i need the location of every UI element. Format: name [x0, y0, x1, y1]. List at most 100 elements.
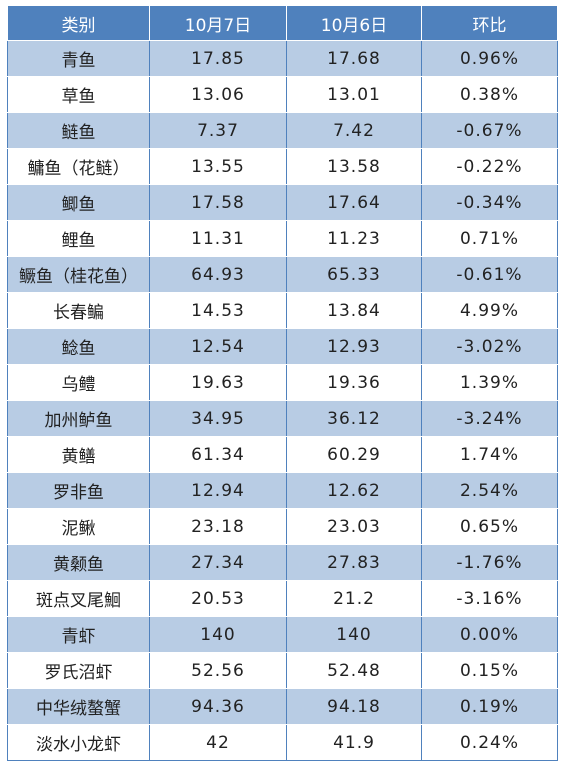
- table-row: 淡水小龙虾 42 41.9 0.24%: [7, 724, 558, 761]
- header-oct-7: 10月7日: [149, 5, 287, 41]
- cell-change: 0.71%: [421, 220, 558, 257]
- table-row: 鲫鱼 17.58 17.64 -0.34%: [7, 184, 558, 221]
- table-row: 草鱼 13.06 13.01 0.38%: [7, 76, 558, 113]
- cell-category: 青鱼: [7, 40, 150, 77]
- cell-change: 0.96%: [421, 40, 558, 77]
- table-row: 鳙鱼（花鲢） 13.55 13.58 -0.22%: [7, 148, 558, 185]
- cell-category: 草鱼: [7, 76, 150, 113]
- cell-category: 鲢鱼: [7, 112, 150, 149]
- cell-change: -0.34%: [421, 184, 558, 221]
- cell-oct-6: 94.18: [286, 688, 422, 725]
- table-row: 加州鲈鱼 34.95 36.12 -3.24%: [7, 400, 558, 437]
- cell-category: 斑点叉尾鮰: [7, 580, 150, 617]
- cell-change: -1.76%: [421, 544, 558, 581]
- cell-change: 1.39%: [421, 364, 558, 401]
- table-row: 长春鳊 14.53 13.84 4.99%: [7, 292, 558, 329]
- cell-oct-7: 12.54: [149, 328, 287, 365]
- cell-oct-7: 61.34: [149, 436, 287, 473]
- cell-change: 0.65%: [421, 508, 558, 545]
- cell-oct-7: 94.36: [149, 688, 287, 725]
- cell-category: 淡水小龙虾: [7, 724, 150, 761]
- table-row: 鲢鱼 7.37 7.42 -0.67%: [7, 112, 558, 149]
- table-row: 鲤鱼 11.31 11.23 0.71%: [7, 220, 558, 257]
- cell-change: 0.19%: [421, 688, 558, 725]
- cell-oct-6: 17.68: [286, 40, 422, 77]
- table-row: 青虾 140 140 0.00%: [7, 616, 558, 653]
- cell-oct-6: 21.2: [286, 580, 422, 617]
- cell-oct-7: 19.63: [149, 364, 287, 401]
- cell-oct-7: 34.95: [149, 400, 287, 437]
- cell-oct-6: 65.33: [286, 256, 422, 293]
- cell-category: 鲫鱼: [7, 184, 150, 221]
- cell-oct-7: 7.37: [149, 112, 287, 149]
- cell-oct-6: 13.01: [286, 76, 422, 113]
- cell-oct-6: 13.58: [286, 148, 422, 185]
- table-row: 鲶鱼 12.54 12.93 -3.02%: [7, 328, 558, 365]
- cell-oct-6: 12.62: [286, 472, 422, 509]
- cell-category: 乌鳢: [7, 364, 150, 401]
- cell-oct-7: 13.06: [149, 76, 287, 113]
- cell-oct-7: 17.85: [149, 40, 287, 77]
- cell-change: 1.74%: [421, 436, 558, 473]
- cell-oct-6: 36.12: [286, 400, 422, 437]
- cell-category: 罗非鱼: [7, 472, 150, 509]
- cell-oct-7: 20.53: [149, 580, 287, 617]
- cell-oct-6: 17.64: [286, 184, 422, 221]
- cell-oct-7: 23.18: [149, 508, 287, 545]
- cell-change: -3.24%: [421, 400, 558, 437]
- cell-category: 鳜鱼（桂花鱼）: [7, 256, 150, 293]
- cell-oct-6: 12.93: [286, 328, 422, 365]
- price-table-container: 类别 10月7日 10月6日 环比 青鱼 17.85 17.68 0.96% 草鱼 13.…: [7, 5, 558, 761]
- table-row: 罗非鱼 12.94 12.62 2.54%: [7, 472, 558, 509]
- table-header-row: 类别 10月7日 10月6日 环比: [7, 5, 558, 41]
- cell-change: 0.15%: [421, 652, 558, 689]
- cell-oct-6: 11.23: [286, 220, 422, 257]
- cell-oct-7: 27.34: [149, 544, 287, 581]
- cell-oct-6: 23.03: [286, 508, 422, 545]
- cell-oct-7: 52.56: [149, 652, 287, 689]
- cell-oct-7: 11.31: [149, 220, 287, 257]
- cell-oct-7: 64.93: [149, 256, 287, 293]
- cell-change: -0.67%: [421, 112, 558, 149]
- cell-change: 4.99%: [421, 292, 558, 329]
- header-change: 环比: [421, 5, 558, 41]
- table-row: 乌鳢 19.63 19.36 1.39%: [7, 364, 558, 401]
- cell-oct-7: 13.55: [149, 148, 287, 185]
- table-body: 青鱼 17.85 17.68 0.96% 草鱼 13.06 13.01 0.38% 鲢鱼 7.37…: [7, 40, 558, 761]
- cell-change: 2.54%: [421, 472, 558, 509]
- cell-change: 0.38%: [421, 76, 558, 113]
- cell-category: 鲶鱼: [7, 328, 150, 365]
- cell-oct-7: 12.94: [149, 472, 287, 509]
- cell-oct-6: 41.9: [286, 724, 422, 761]
- cell-oct-7: 17.58: [149, 184, 287, 221]
- cell-change: -3.02%: [421, 328, 558, 365]
- cell-oct-6: 13.84: [286, 292, 422, 329]
- header-category: 类别: [7, 5, 150, 41]
- cell-category: 长春鳊: [7, 292, 150, 329]
- cell-category: 黄鳝: [7, 436, 150, 473]
- cell-category: 罗氏沼虾: [7, 652, 150, 689]
- cell-change: -0.61%: [421, 256, 558, 293]
- cell-change: -3.16%: [421, 580, 558, 617]
- price-table: 类别 10月7日 10月6日 环比 青鱼 17.85 17.68 0.96% 草鱼 13.…: [7, 5, 558, 761]
- cell-change: 0.00%: [421, 616, 558, 653]
- table-row: 罗氏沼虾 52.56 52.48 0.15%: [7, 652, 558, 689]
- cell-category: 泥鳅: [7, 508, 150, 545]
- cell-oct-6: 19.36: [286, 364, 422, 401]
- table-row: 斑点叉尾鮰 20.53 21.2 -3.16%: [7, 580, 558, 617]
- cell-change: -0.22%: [421, 148, 558, 185]
- cell-oct-6: 60.29: [286, 436, 422, 473]
- cell-change: 0.24%: [421, 724, 558, 761]
- table-row: 黄颡鱼 27.34 27.83 -1.76%: [7, 544, 558, 581]
- cell-oct-7: 140: [149, 616, 287, 653]
- cell-oct-6: 27.83: [286, 544, 422, 581]
- cell-category: 青虾: [7, 616, 150, 653]
- table-row: 鳜鱼（桂花鱼） 64.93 65.33 -0.61%: [7, 256, 558, 293]
- cell-category: 加州鲈鱼: [7, 400, 150, 437]
- table-row: 泥鳅 23.18 23.03 0.65%: [7, 508, 558, 545]
- table-row: 黄鳝 61.34 60.29 1.74%: [7, 436, 558, 473]
- cell-oct-6: 140: [286, 616, 422, 653]
- cell-oct-6: 52.48: [286, 652, 422, 689]
- header-oct-6: 10月6日: [286, 5, 422, 41]
- table-row: 中华绒螯蟹 94.36 94.18 0.19%: [7, 688, 558, 725]
